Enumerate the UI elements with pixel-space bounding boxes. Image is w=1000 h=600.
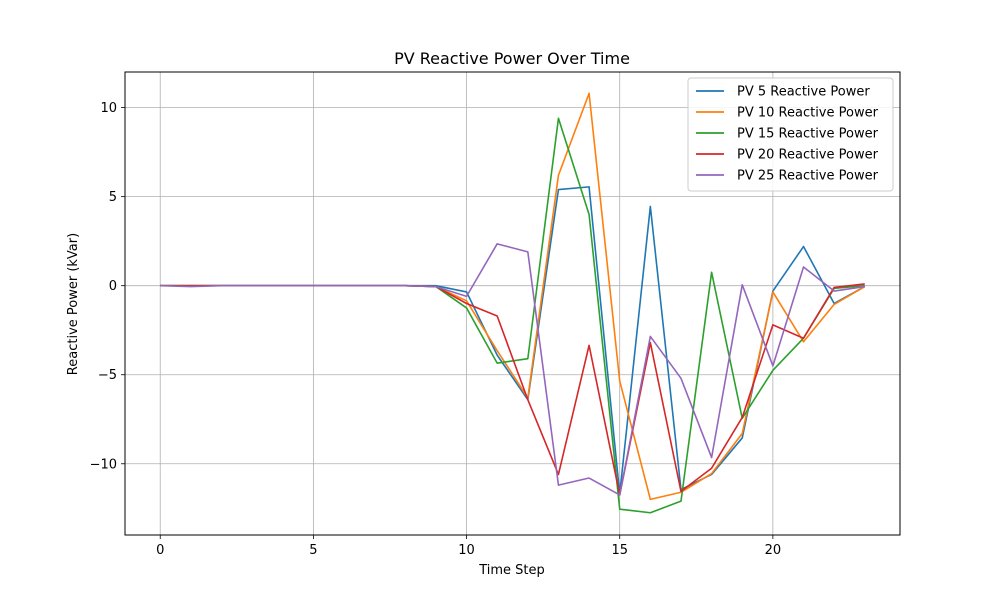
legend-label: PV 10 Reactive Power <box>737 106 879 121</box>
x-tick-label: 10 <box>458 543 475 558</box>
x-tick-label: 0 <box>156 543 164 558</box>
y-axis-label: Reactive Power (kVar) <box>66 233 81 375</box>
x-tick-label: 20 <box>765 543 782 558</box>
legend-label: PV 5 Reactive Power <box>737 85 870 100</box>
legend: PV 5 Reactive Power PV 10 Reactive Power P… <box>687 77 894 192</box>
plot-area-frame <box>124 71 901 536</box>
legend-label: PV 20 Reactive Power <box>737 148 879 163</box>
series-line-pv-25-reactive-power <box>160 243 865 496</box>
legend-label: PV 15 Reactive Power <box>737 127 879 142</box>
chart-title: PV Reactive Power Over Time <box>394 49 630 68</box>
x-axis-label: Time Step <box>478 563 545 578</box>
y-tick-label: 5 <box>109 190 117 205</box>
legend-box <box>687 77 894 192</box>
x-tick-label: 15 <box>611 543 628 558</box>
y-axis: −10 −5 0 5 10 <box>90 101 125 472</box>
y-tick-label: 0 <box>109 279 117 294</box>
series-lines <box>160 92 866 514</box>
x-tick-label: 5 <box>309 543 317 558</box>
series-line-pv-20-reactive-power <box>160 283 865 496</box>
legend-label: PV 25 Reactive Power <box>737 169 879 184</box>
series-line-pv-5-reactive-power <box>160 186 866 495</box>
y-tick-label: −10 <box>90 457 117 472</box>
y-tick-label: −5 <box>98 368 117 383</box>
x-axis: 0 5 10 15 20 <box>156 535 781 558</box>
y-tick-label: 10 <box>100 101 117 116</box>
